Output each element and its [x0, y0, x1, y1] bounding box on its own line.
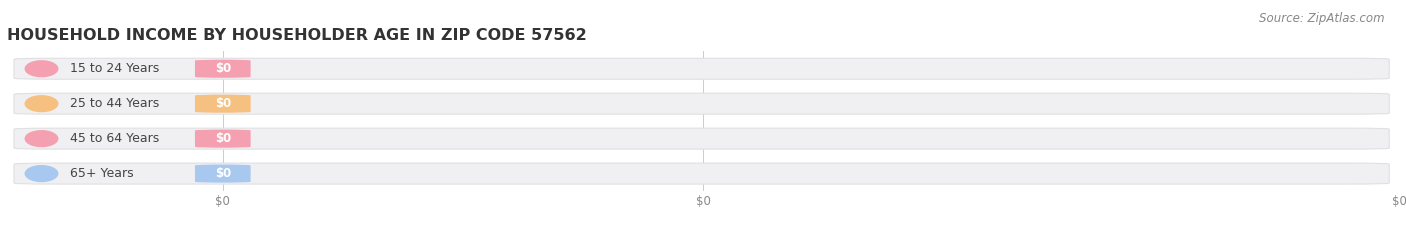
Text: $0: $0	[215, 132, 231, 145]
FancyBboxPatch shape	[14, 58, 1389, 79]
FancyBboxPatch shape	[195, 164, 250, 183]
FancyBboxPatch shape	[14, 163, 1389, 184]
Ellipse shape	[24, 130, 59, 147]
Text: 45 to 64 Years: 45 to 64 Years	[70, 132, 159, 145]
FancyBboxPatch shape	[195, 60, 250, 78]
Text: 25 to 44 Years: 25 to 44 Years	[70, 97, 159, 110]
FancyBboxPatch shape	[195, 130, 250, 148]
Text: HOUSEHOLD INCOME BY HOUSEHOLDER AGE IN ZIP CODE 57562: HOUSEHOLD INCOME BY HOUSEHOLDER AGE IN Z…	[7, 28, 586, 43]
Text: 65+ Years: 65+ Years	[70, 167, 134, 180]
FancyBboxPatch shape	[14, 128, 1389, 149]
Text: $0: $0	[215, 62, 231, 75]
Ellipse shape	[24, 95, 59, 112]
Text: 15 to 24 Years: 15 to 24 Years	[70, 62, 159, 75]
Text: $0: $0	[215, 167, 231, 180]
FancyBboxPatch shape	[14, 93, 1389, 114]
FancyBboxPatch shape	[195, 95, 250, 113]
Text: $0: $0	[215, 97, 231, 110]
Ellipse shape	[24, 60, 59, 77]
Text: Source: ZipAtlas.com: Source: ZipAtlas.com	[1260, 12, 1385, 25]
Ellipse shape	[24, 165, 59, 182]
